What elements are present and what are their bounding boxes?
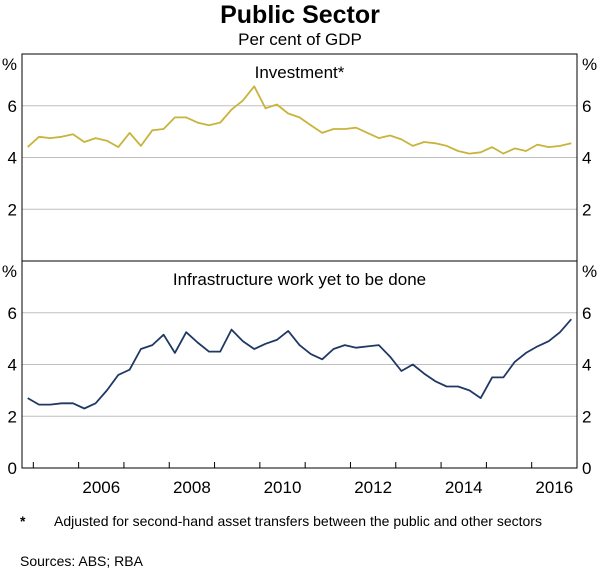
x-tick-label: 2012 xyxy=(354,478,392,497)
panel-1-ytick-right: 6 xyxy=(582,97,591,116)
panel-1-series-line xyxy=(27,85,572,155)
panel-2-ytick-left: 0 xyxy=(8,459,17,478)
panel-1-ytick-left: 6 xyxy=(8,97,17,116)
panel-2-ytick-right: 0 xyxy=(582,459,591,478)
chart-title: Public Sector xyxy=(220,1,380,29)
panel-2-ytick-left: 6 xyxy=(8,304,17,323)
x-tick-label: 2006 xyxy=(82,478,120,497)
x-tick-label: 2014 xyxy=(445,478,483,497)
panel-1-ytick-left: 4 xyxy=(8,149,17,168)
panel-2-ytick-right: 4 xyxy=(582,356,591,375)
panel-1-ytick-left: 2 xyxy=(8,200,17,219)
footnote-marker: * xyxy=(20,513,26,529)
panel-2-unit-left: % xyxy=(2,262,17,281)
x-tick-label: 2010 xyxy=(264,478,302,497)
x-tick-label: 2016 xyxy=(535,478,573,497)
sources-note: Sources: ABS; RBA xyxy=(20,553,143,569)
panel-2-ytick-left: 2 xyxy=(8,407,17,426)
panel-2-ytick-right: 2 xyxy=(582,407,591,426)
panel-1-ytick-right: 2 xyxy=(582,200,591,219)
panel-2-series-line xyxy=(27,318,572,410)
panel-1-unit-right: % xyxy=(582,55,597,74)
x-tick-label: 2008 xyxy=(173,478,211,497)
footnote-text: Adjusted for second-hand asset transfers… xyxy=(54,513,542,529)
panel-1-ytick-right: 4 xyxy=(582,149,591,168)
panel-2-unit-right: % xyxy=(582,262,597,281)
panel-1-title: Investment* xyxy=(255,63,345,82)
panel-2-title: Infrastructure work yet to be done xyxy=(173,270,426,289)
panel-2-ytick-left: 4 xyxy=(8,356,17,375)
chart-subtitle: Per cent of GDP xyxy=(238,30,362,49)
panel-1-unit-left: % xyxy=(2,55,17,74)
panel-2-ytick-right: 6 xyxy=(582,304,591,323)
